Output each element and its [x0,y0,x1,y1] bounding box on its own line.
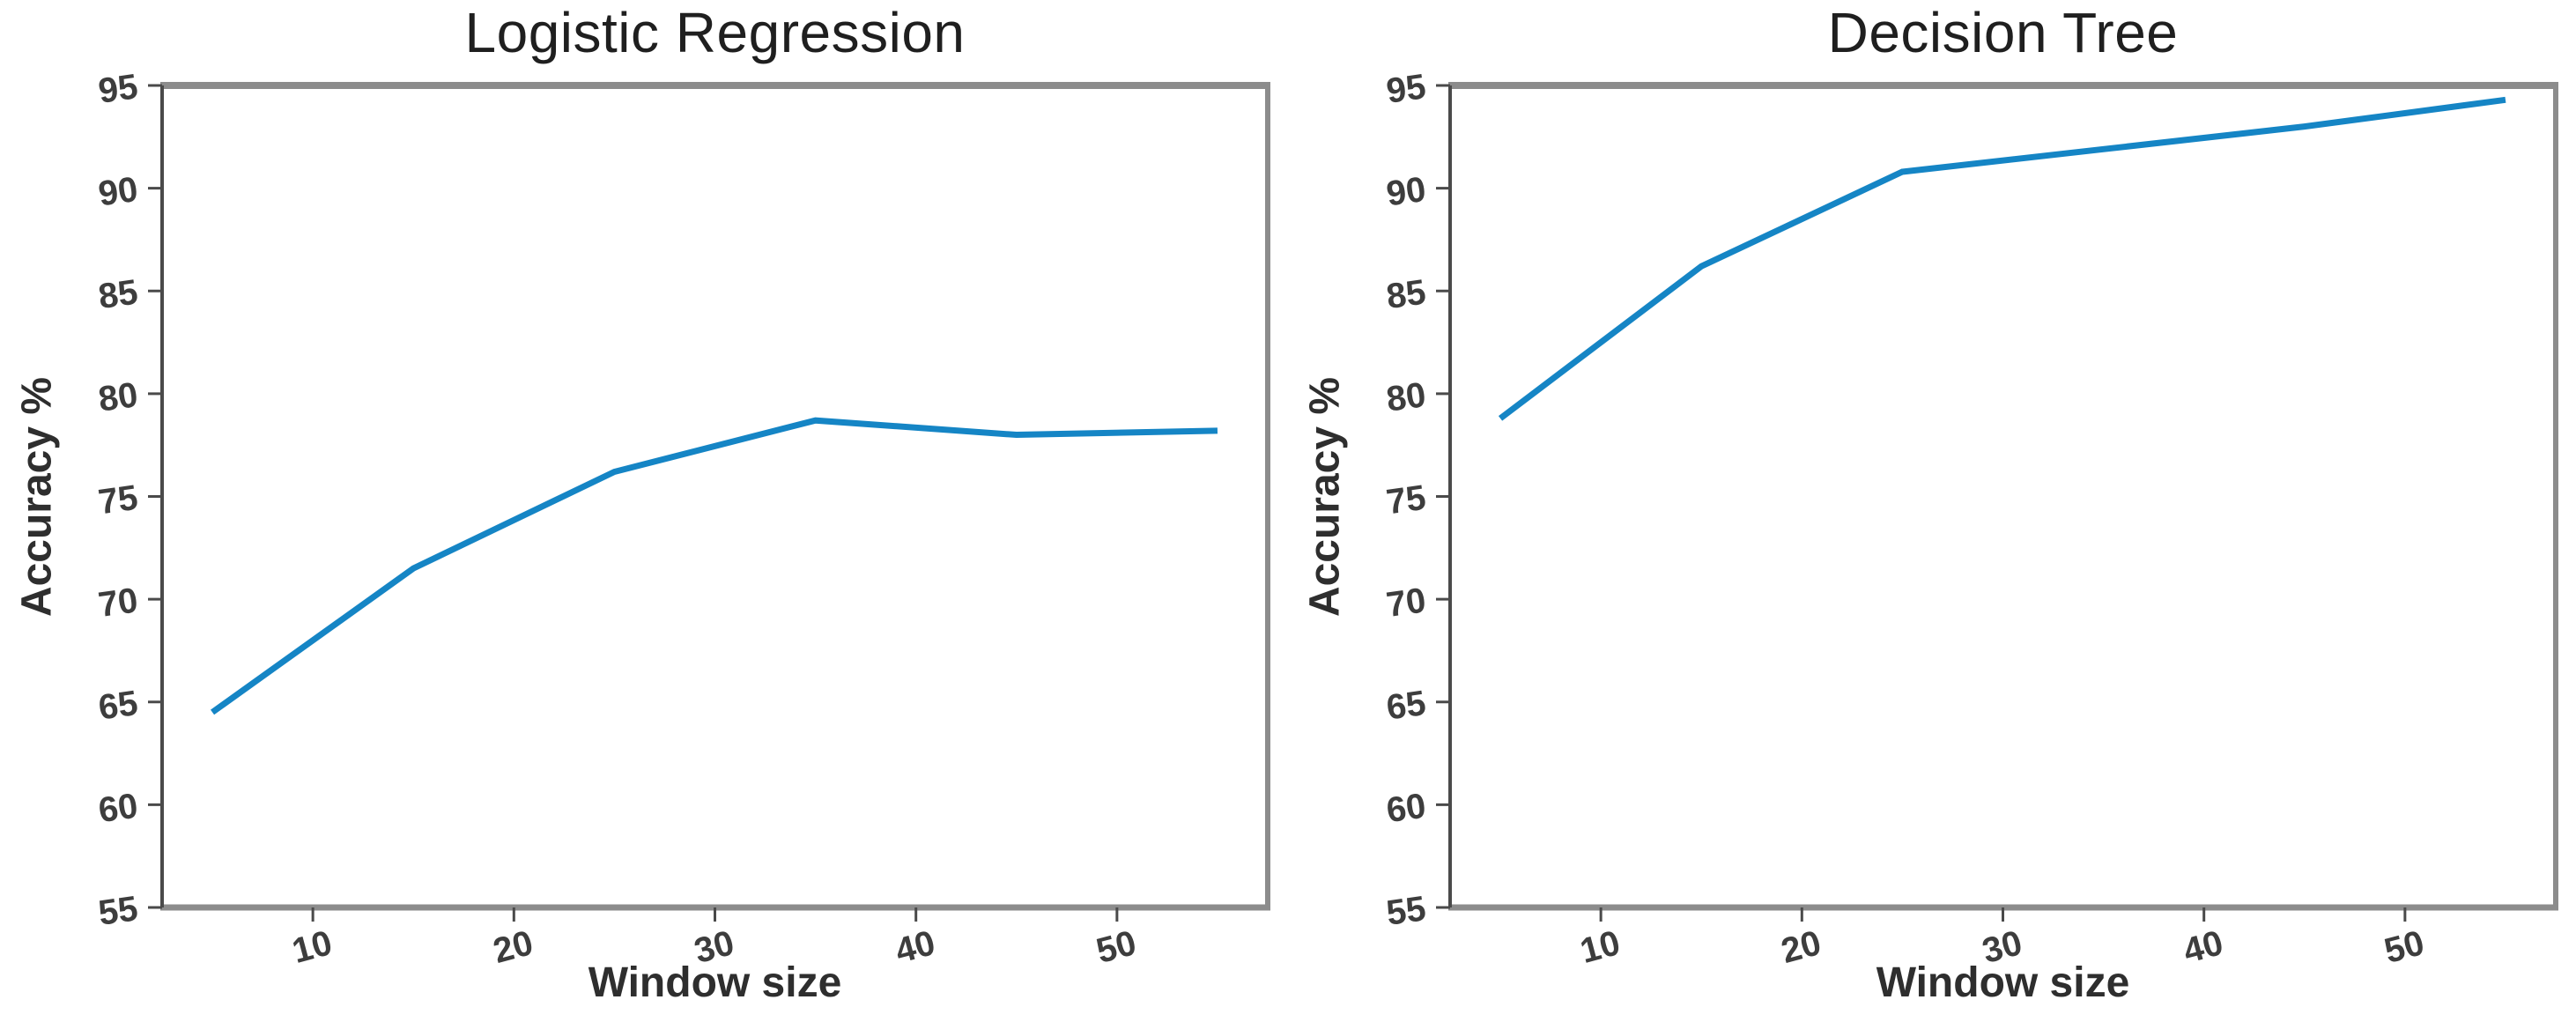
y-tick-label: 55 [1384,889,1428,933]
accuracy-line [211,417,1218,715]
y-tick-label: 70 [96,581,140,625]
y-axis-label: Accuracy % [13,376,61,618]
y-tick-label: 75 [1384,478,1428,522]
y-tick-label: 85 [96,272,140,316]
y-tick-label: 65 [96,684,140,728]
y-tick-label: 95 [96,67,140,111]
y-tick-label: 60 [96,787,140,831]
y-tick-label: 55 [96,889,140,933]
chart-title: Decision Tree [1827,1,2179,64]
y-tick-label: 75 [96,478,140,522]
accuracy-line [1498,96,2506,421]
y-axis-label: Accuracy % [1301,376,1349,618]
chart-logistic-regression: 55 60 65 70 75 80 85 90 95 10 20 30 40 50 Logistic Re… [13,1,1270,1006]
y-tick-label: 85 [1384,272,1428,316]
y-tick-label: 70 [1384,581,1428,625]
y-tick-label: 80 [1384,375,1428,419]
x-axis-label: Window size [1876,959,2130,1006]
x-axis-label: Window size [588,959,842,1006]
y-tick-label: 60 [1384,787,1428,831]
chart-title: Logistic Regression [464,1,966,64]
y-tick-label: 80 [96,375,140,419]
y-tick-label: 90 [96,170,140,214]
y-tick-label: 90 [1384,170,1428,214]
y-tick-label: 95 [1384,67,1428,111]
chart-decision-tree: 55 60 65 70 75 80 85 90 95 10 20 30 40 50 Decision Tr… [1288,0,2576,1022]
y-tick-label: 65 [1384,684,1428,728]
